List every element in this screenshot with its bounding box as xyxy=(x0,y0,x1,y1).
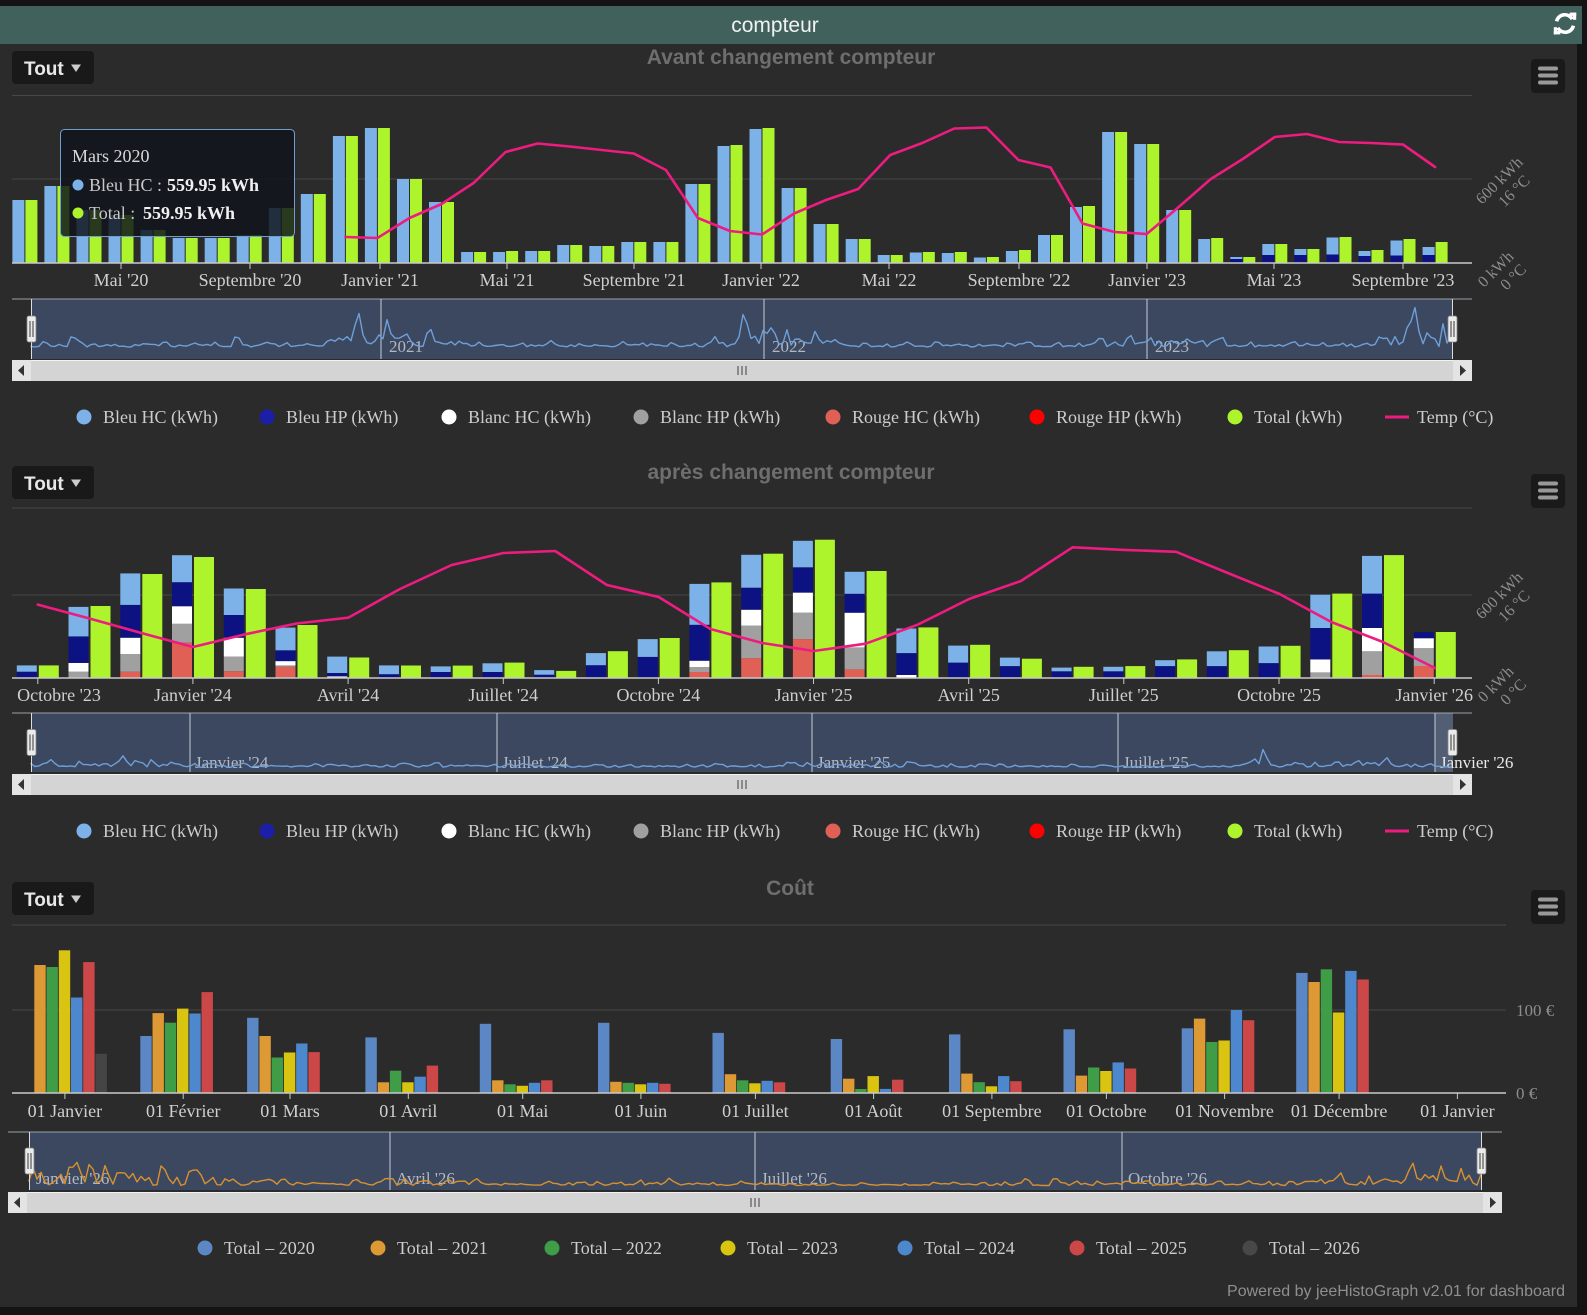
svg-text:Janvier '26: Janvier '26 xyxy=(36,1169,109,1188)
svg-text:Bleu HP (kWh): Bleu HP (kWh) xyxy=(286,407,398,428)
svg-text:Janvier '24: Janvier '24 xyxy=(154,685,232,705)
svg-text:Rouge HP (kWh): Rouge HP (kWh) xyxy=(1056,407,1181,428)
svg-text:Janvier '21: Janvier '21 xyxy=(341,270,419,290)
svg-text:Mars 2020: Mars 2020 xyxy=(72,146,150,166)
svg-text:Rouge HC (kWh): Rouge HC (kWh) xyxy=(852,821,980,842)
svg-text:Juillet '24: Juillet '24 xyxy=(468,685,538,705)
svg-text:Blanc HP (kWh): Blanc HP (kWh) xyxy=(660,407,780,428)
svg-text:compteur: compteur xyxy=(731,14,819,37)
svg-text:Juillet '25: Juillet '25 xyxy=(1123,753,1189,772)
svg-text:Septembre '22: Septembre '22 xyxy=(968,270,1071,290)
svg-text:Octobre '25: Octobre '25 xyxy=(1237,685,1321,705)
svg-text:Janvier '23: Janvier '23 xyxy=(1108,270,1186,290)
svg-text:Bleu HC :: Bleu HC : xyxy=(89,175,162,195)
svg-text:Total – 2020: Total – 2020 xyxy=(224,1238,315,1258)
svg-text:Septembre '23: Septembre '23 xyxy=(1352,270,1455,290)
svg-text:Avril '24: Avril '24 xyxy=(317,685,379,705)
svg-text:01 Novembre: 01 Novembre xyxy=(1175,1101,1273,1121)
svg-text:Blanc HC (kWh): Blanc HC (kWh) xyxy=(468,821,591,842)
svg-text:Octobre '24: Octobre '24 xyxy=(617,685,701,705)
svg-text:01 Décembre: 01 Décembre xyxy=(1291,1101,1387,1121)
svg-text:01 Avril: 01 Avril xyxy=(379,1101,437,1121)
svg-text:Janvier '24: Janvier '24 xyxy=(195,753,269,772)
svg-text:0 €: 0 € xyxy=(1516,1084,1538,1103)
svg-text:Rouge HC (kWh): Rouge HC (kWh) xyxy=(852,407,980,428)
svg-text:Total (kWh): Total (kWh) xyxy=(1254,407,1342,428)
svg-text:Janvier '26: Janvier '26 xyxy=(1395,685,1473,705)
svg-text:2021: 2021 xyxy=(389,337,423,356)
svg-text:après changement compteur: après changement compteur xyxy=(647,461,934,484)
svg-text:Total – 2022: Total – 2022 xyxy=(571,1238,662,1258)
svg-text:Juillet '24: Juillet '24 xyxy=(502,753,568,772)
svg-text:Total – 2021: Total – 2021 xyxy=(397,1238,488,1258)
svg-text:Janvier '25: Janvier '25 xyxy=(817,753,890,772)
svg-text:01 Septembre: 01 Septembre xyxy=(942,1101,1041,1121)
svg-text:01 Mai: 01 Mai xyxy=(497,1101,549,1121)
svg-text:Octobre '26: Octobre '26 xyxy=(1128,1169,1207,1188)
svg-text:Septembre '20: Septembre '20 xyxy=(199,270,302,290)
svg-text:Bleu HC (kWh): Bleu HC (kWh) xyxy=(103,821,218,842)
svg-text:559.95 kWh: 559.95 kWh xyxy=(167,175,259,195)
svg-text:Temp (°C): Temp (°C) xyxy=(1417,407,1493,428)
svg-text:2022: 2022 xyxy=(772,337,806,356)
svg-text:2023: 2023 xyxy=(1155,337,1189,356)
svg-text:01 Février: 01 Février xyxy=(146,1101,220,1121)
svg-text:Mai '20: Mai '20 xyxy=(94,270,149,290)
svg-text:Tout: Tout xyxy=(24,474,64,495)
svg-text:01 Janvier: 01 Janvier xyxy=(28,1101,102,1121)
svg-text:01 Janvier: 01 Janvier xyxy=(1420,1101,1494,1121)
svg-text:100 €: 100 € xyxy=(1516,1001,1555,1020)
svg-text:Blanc HP (kWh): Blanc HP (kWh) xyxy=(660,821,780,842)
svg-text:Juillet '25: Juillet '25 xyxy=(1089,685,1159,705)
svg-text:Temp (°C): Temp (°C) xyxy=(1417,821,1493,842)
svg-text:01 Juillet: 01 Juillet xyxy=(722,1101,789,1121)
svg-text:Avril '26: Avril '26 xyxy=(396,1169,455,1188)
svg-text:Bleu HC (kWh): Bleu HC (kWh) xyxy=(103,407,218,428)
svg-text:Total – 2026: Total – 2026 xyxy=(1269,1238,1360,1258)
svg-text:Avril '25: Avril '25 xyxy=(937,685,999,705)
svg-text:Tout: Tout xyxy=(24,890,64,911)
svg-text:Mai '22: Mai '22 xyxy=(862,270,917,290)
svg-text:01 Octobre: 01 Octobre xyxy=(1066,1101,1146,1121)
svg-text:Blanc HC (kWh): Blanc HC (kWh) xyxy=(468,407,591,428)
svg-text:Octobre '23: Octobre '23 xyxy=(17,685,101,705)
svg-text:Septembre '21: Septembre '21 xyxy=(583,270,686,290)
svg-text:559.95 kWh: 559.95 kWh xyxy=(143,203,235,223)
svg-text:Janvier '25: Janvier '25 xyxy=(775,685,853,705)
svg-text:01 Mars: 01 Mars xyxy=(260,1101,320,1121)
svg-text:Total – 2025: Total – 2025 xyxy=(1096,1238,1187,1258)
svg-text:Bleu HP (kWh): Bleu HP (kWh) xyxy=(286,821,398,842)
svg-text:Total – 2024: Total – 2024 xyxy=(924,1238,1015,1258)
svg-text:Janvier '22: Janvier '22 xyxy=(722,270,800,290)
svg-text:Avant changement compteur: Avant changement compteur xyxy=(647,46,936,69)
svg-text:01 Juin: 01 Juin xyxy=(615,1101,668,1121)
svg-text:Total :: Total : xyxy=(89,203,135,223)
svg-text:Total – 2023: Total – 2023 xyxy=(747,1238,838,1258)
svg-text:Janvier '26: Janvier '26 xyxy=(1440,753,1513,772)
svg-text:Mai '21: Mai '21 xyxy=(480,270,535,290)
svg-text:Mai '23: Mai '23 xyxy=(1247,270,1302,290)
svg-text:Coût: Coût xyxy=(766,877,814,900)
svg-text:Rouge HP (kWh): Rouge HP (kWh) xyxy=(1056,821,1181,842)
svg-text:01 Août: 01 Août xyxy=(845,1101,903,1121)
svg-text:Powered by jeeHistoGraph v2.01: Powered by jeeHistoGraph v2.01 for dashb… xyxy=(1227,1283,1565,1300)
svg-text:Tout: Tout xyxy=(24,59,64,80)
svg-text:Total (kWh): Total (kWh) xyxy=(1254,821,1342,842)
